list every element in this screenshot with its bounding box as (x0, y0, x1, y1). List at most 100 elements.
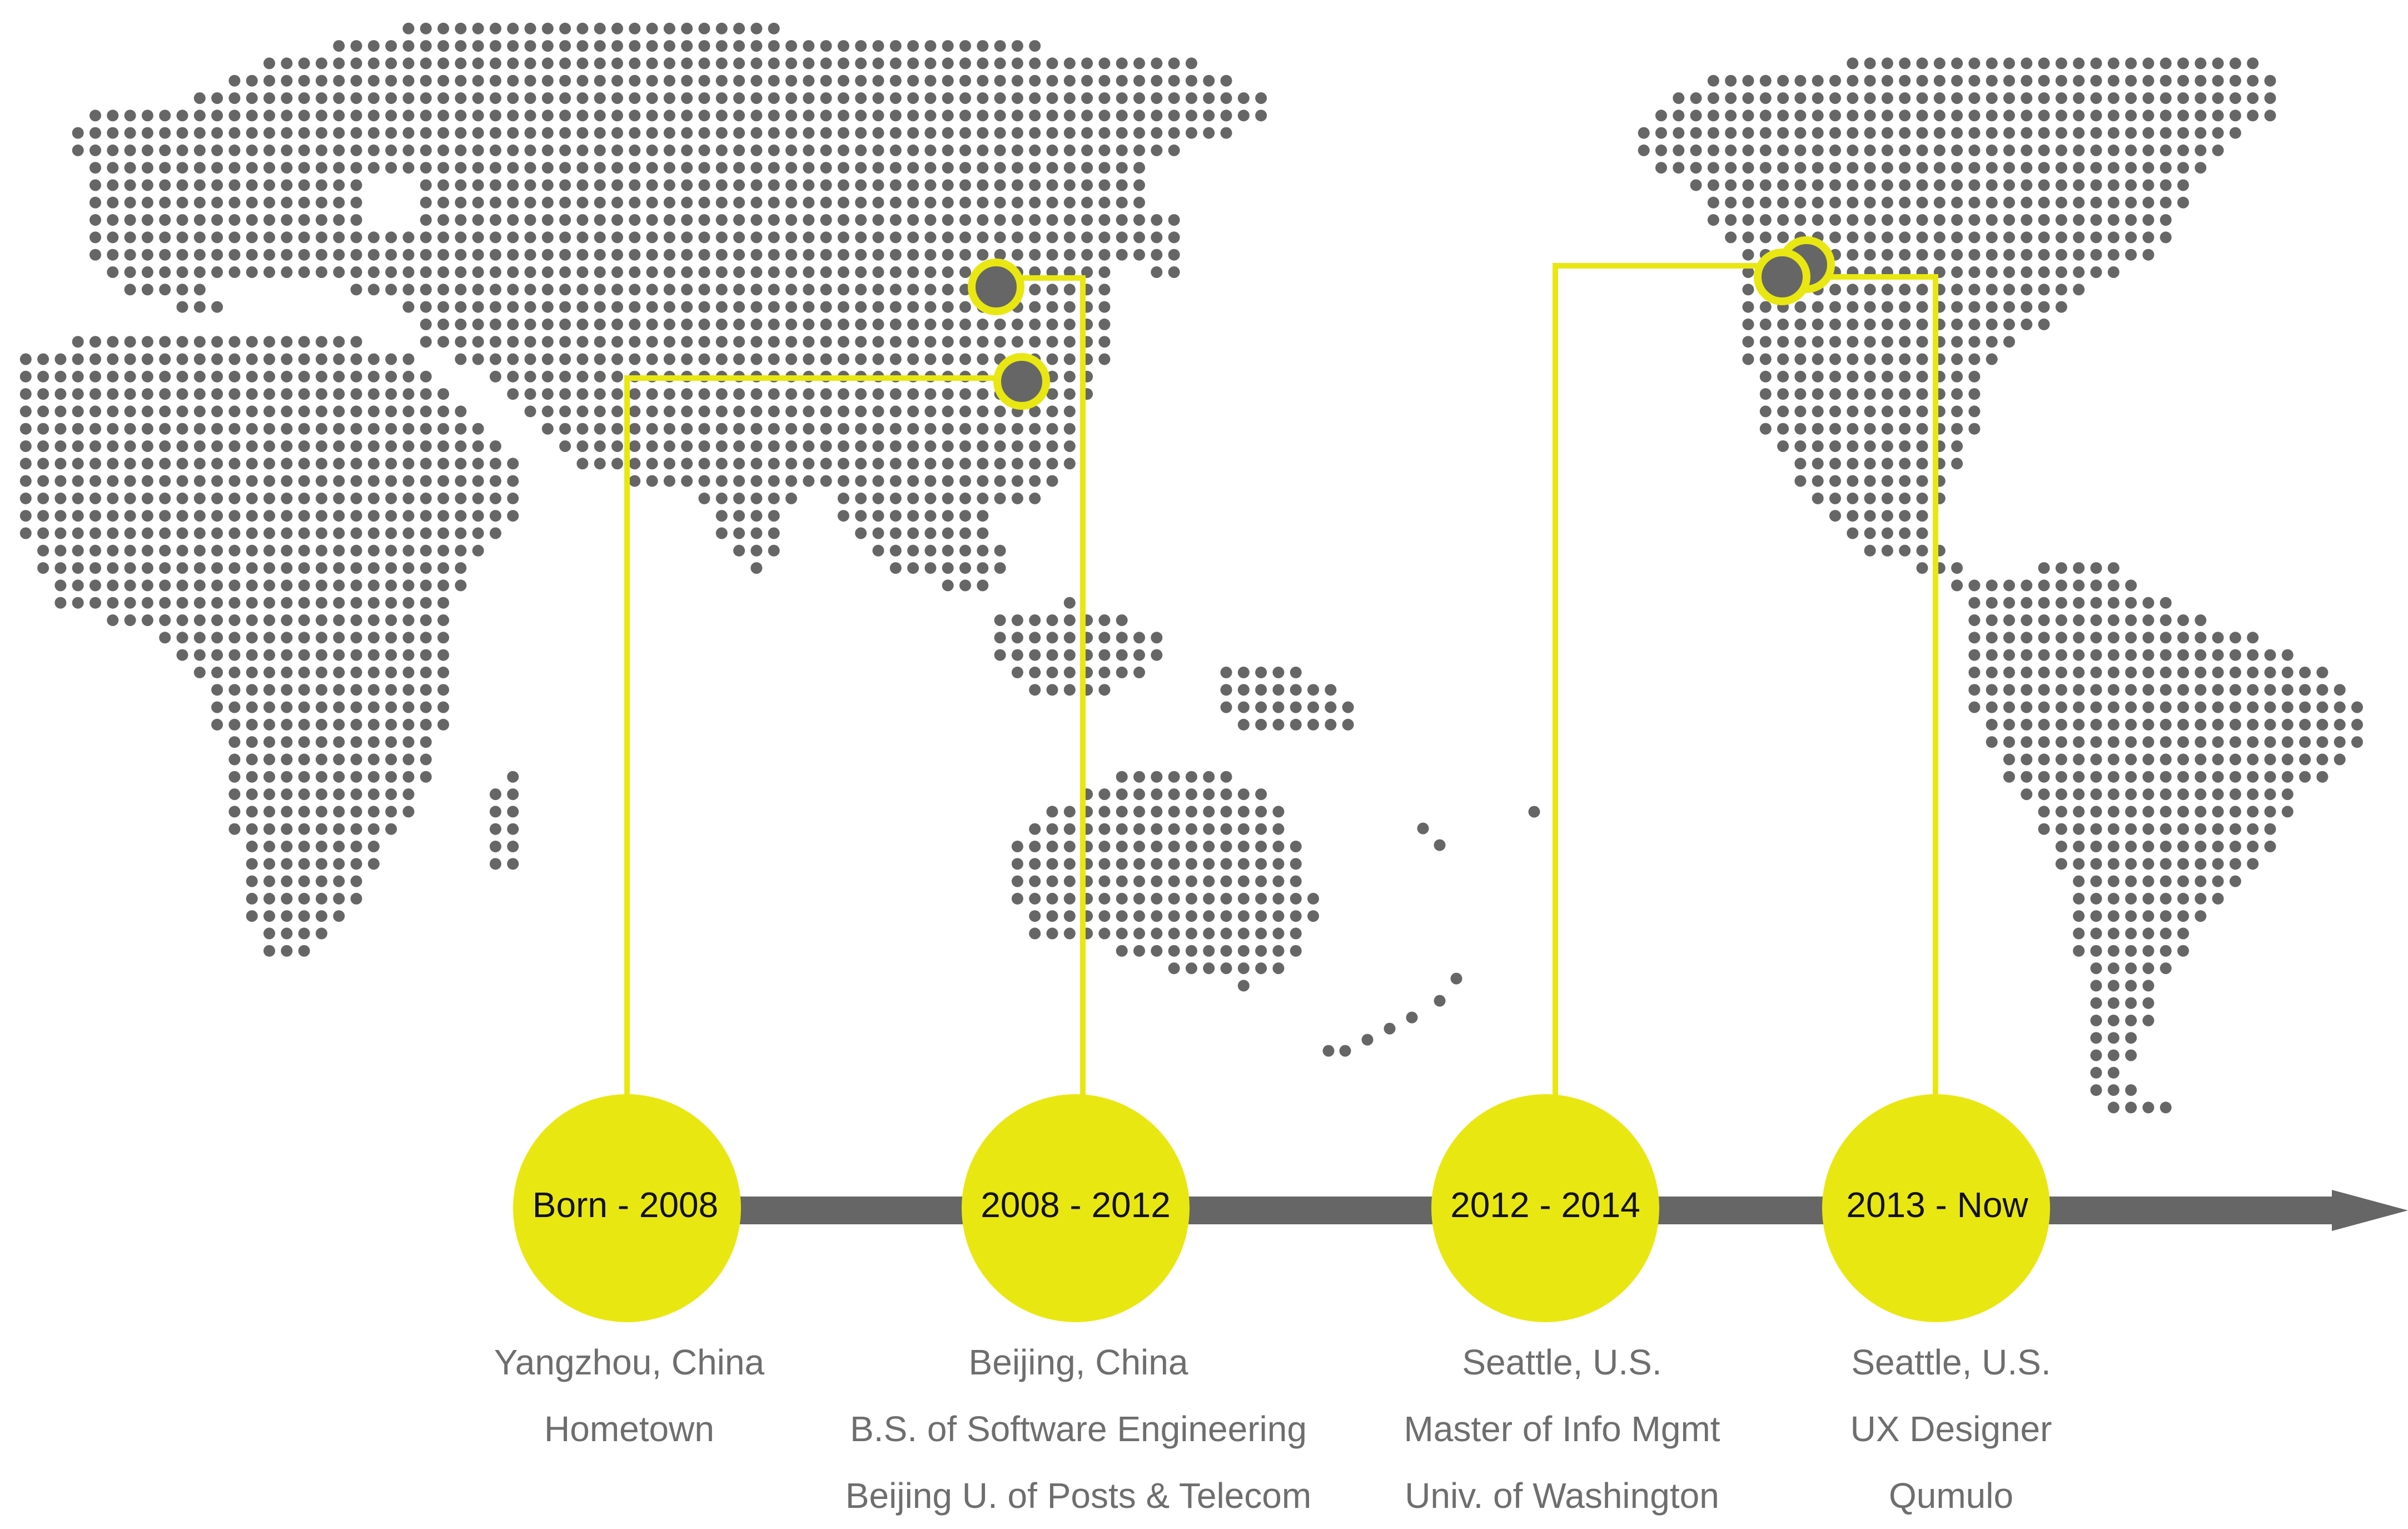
map-dot (1899, 57, 1911, 70)
map-dot (977, 544, 989, 557)
map-dot (263, 440, 275, 452)
map-dot (1063, 370, 1076, 383)
map-dot (420, 162, 432, 174)
map-dot (1011, 162, 1023, 174)
map-dot (455, 440, 467, 452)
map-dot (837, 423, 849, 435)
map-dot (837, 318, 849, 330)
map-dot (2021, 597, 2033, 609)
map-dot (1847, 440, 1859, 452)
map-dot (2160, 127, 2172, 139)
map-dot (2351, 718, 2363, 731)
map-dot (977, 405, 989, 418)
map-dot (159, 231, 171, 244)
map-dot (107, 110, 119, 122)
map-dot (37, 562, 49, 574)
map-dot (559, 179, 571, 191)
map-dot (629, 231, 641, 244)
map-dot (420, 214, 432, 226)
map-dot (1951, 127, 1963, 139)
map-dot (367, 492, 380, 504)
map-dot (1203, 127, 1215, 139)
map-dot (159, 510, 171, 522)
map-dot (1011, 649, 1023, 661)
map-dot (959, 388, 971, 400)
map-dot (1829, 179, 1841, 191)
map-dot (1272, 823, 1285, 835)
map-dot (54, 527, 67, 539)
map-dot (994, 57, 1006, 70)
map-dot (263, 162, 275, 174)
map-dot (663, 458, 675, 470)
map-dot (298, 927, 310, 940)
map-dot (367, 405, 380, 418)
map-dot (785, 110, 797, 122)
map-dot (281, 544, 293, 557)
map-dot (646, 336, 658, 348)
map-dot (733, 196, 745, 209)
map-dot (2160, 962, 2172, 974)
map-dot (489, 336, 501, 348)
map-dot (507, 336, 519, 348)
map-dot (559, 162, 571, 174)
map-dot (2003, 632, 2015, 644)
map-dot (2003, 249, 2015, 261)
map-dot (367, 562, 380, 574)
map-dot (2177, 92, 2189, 104)
map-dot (698, 301, 710, 313)
map-dot (1098, 684, 1111, 696)
map-dot (281, 57, 293, 70)
map-dot (507, 823, 519, 835)
map-dot (124, 579, 136, 592)
map-dot (2160, 75, 2172, 87)
map-dot (2003, 579, 2015, 592)
map-dot (1272, 840, 1285, 852)
map-dot (455, 266, 467, 278)
map-dot (367, 144, 380, 156)
map-dot (489, 127, 501, 139)
map-dot (1933, 162, 1946, 174)
map-dot (855, 57, 867, 70)
map-dot (107, 510, 119, 522)
map-dot (1847, 527, 1859, 539)
map-dot (1168, 110, 1180, 122)
map-dot (715, 284, 728, 296)
map-dot (855, 336, 867, 348)
map-dot (1968, 370, 1981, 383)
map-dot (750, 475, 763, 487)
map-dot (385, 632, 397, 644)
map-dot (750, 562, 763, 574)
map-dot (507, 840, 519, 852)
map-dot (2073, 196, 2085, 209)
map-dot (663, 249, 675, 261)
map-dot (54, 388, 67, 400)
map-dot (1151, 945, 1163, 957)
map-dot (298, 527, 310, 539)
map-dot (333, 510, 345, 522)
map-dot (768, 388, 780, 400)
map-dot (54, 370, 67, 383)
map-dot (246, 632, 258, 644)
map-dot (977, 179, 989, 191)
map-dot (437, 405, 449, 418)
map-dot (2334, 701, 2346, 713)
map-dot (228, 266, 241, 278)
map-dot (1881, 127, 1893, 139)
map-dot (385, 57, 397, 70)
map-dot (1951, 162, 1963, 174)
map-dot (820, 284, 832, 296)
map-dot (141, 284, 153, 296)
map-dot (1046, 75, 1058, 87)
map-dot (977, 527, 989, 539)
map-dot (733, 249, 745, 261)
map-dot (54, 510, 67, 522)
map-dot (141, 475, 153, 487)
map-dot (2021, 266, 2033, 278)
map-dot (2003, 701, 2015, 713)
map-dot (855, 353, 867, 365)
map-dot (1847, 336, 1859, 348)
map-dot (1881, 544, 1893, 557)
map-dot (159, 544, 171, 557)
map-dot (1759, 231, 1772, 244)
map-dot (1986, 266, 1998, 278)
